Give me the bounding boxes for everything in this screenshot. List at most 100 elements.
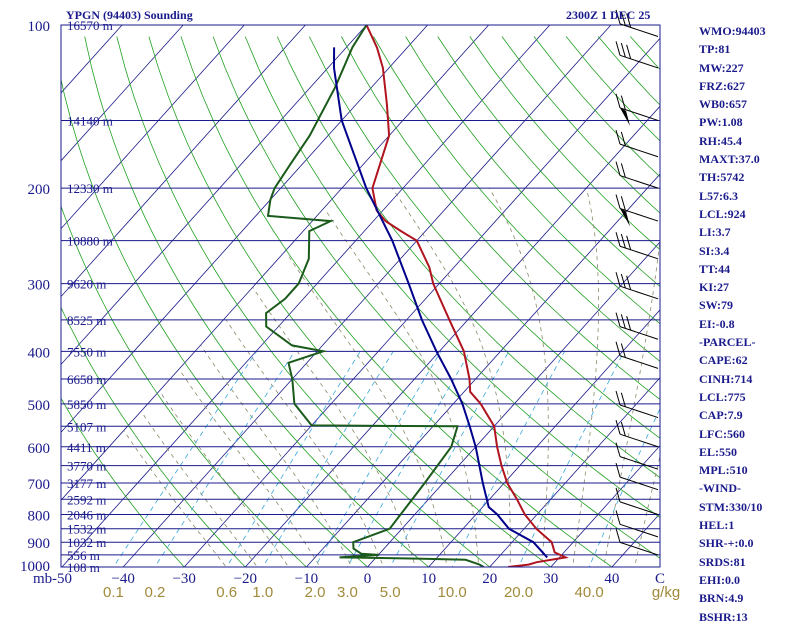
temperature-line (367, 25, 566, 567)
pressure-label: 500 (28, 398, 51, 414)
mixing-ratio-label: 20.0 (504, 584, 533, 600)
isotherm-line (184, 25, 672, 567)
index-item: EL:550 (699, 443, 799, 461)
isotherm-line (62, 25, 550, 567)
index-item: -WIND- (699, 479, 799, 497)
mixing-ratio-label: 0.6 (216, 584, 237, 600)
pressure-label: 100 (28, 19, 51, 35)
index-item: TH:5742 (699, 168, 799, 186)
dry-adiabat-line (149, 37, 567, 579)
mixing-ratio-line (341, 351, 470, 578)
mixing-ratio-label: 0.1 (103, 584, 124, 600)
height-label: 2046 m (67, 507, 106, 522)
barb-feather (616, 94, 620, 108)
mixing-ratio-label: 5.0 (380, 584, 401, 600)
index-item: EHI:0.0 (699, 571, 799, 589)
barb-feather (616, 342, 620, 356)
height-label: 4411 m (67, 440, 106, 455)
index-item: CAPE:62 (699, 351, 799, 369)
barb-feather (616, 510, 620, 524)
mixing-ratio-label: 10.0 (438, 584, 467, 600)
index-item: LI:3.7 (699, 223, 799, 241)
index-item: FRZ:627 (699, 77, 799, 95)
index-item: PW:1.08 (699, 113, 799, 131)
index-item: STM:330/10 (699, 498, 799, 516)
height-label: 10880 m (67, 234, 113, 249)
index-item: MPL:510 (699, 461, 799, 479)
barb-feather (621, 43, 625, 57)
index-item: LFC:560 (699, 425, 799, 443)
mixing-ratio-label: 40.0 (575, 584, 604, 600)
barb-feather (627, 236, 631, 250)
barb-feather (616, 528, 620, 542)
height-label: 6658 m (67, 372, 106, 387)
isotherm-line (123, 25, 611, 567)
barb-feather (621, 344, 625, 358)
barb-staff (620, 502, 658, 515)
wind-barb (616, 232, 658, 259)
pressure-label: 800 (28, 508, 51, 524)
temperature-tick-label: 10 (421, 571, 436, 587)
pressure-label: 300 (28, 278, 51, 294)
barb-staff (620, 286, 658, 299)
pressure-unit-label: mb (33, 571, 52, 587)
barb-staff (620, 144, 658, 157)
temperature-tick-label: 30 (543, 571, 558, 587)
mixing-ratio-line (309, 351, 441, 578)
index-item: CAP:7.9 (699, 406, 799, 424)
barb-feather (627, 276, 631, 290)
pressure-label: 200 (28, 182, 51, 198)
barb-staff (620, 524, 658, 537)
height-label: 5107 m (67, 419, 106, 434)
barb-staff (620, 176, 658, 189)
mixing-ratio-line (513, 351, 624, 578)
index-item: TP:81 (699, 40, 799, 58)
mixing-ratio-line (384, 351, 509, 578)
mixing-ratio-label: 2.0 (305, 584, 326, 600)
index-item: RH:45.4 (699, 132, 799, 150)
mixing-ratio-label: 0.2 (145, 584, 166, 600)
barb-feather (616, 194, 620, 208)
moist-adiabat-line (489, 188, 548, 578)
dry-adiabat-line (117, 37, 505, 579)
barb-staff (620, 434, 658, 447)
temperature-tick-label: 0 (364, 571, 372, 587)
barb-feather (616, 443, 620, 457)
temperature-tick-label: 20 (482, 571, 497, 587)
wind-barb (616, 130, 658, 157)
mixing-ratio-line (220, 351, 361, 578)
index-item: WB0:657 (699, 95, 799, 113)
index-item: KI:27 (699, 278, 799, 296)
barb-staff (620, 356, 658, 369)
index-item: HEL:1 (699, 516, 799, 534)
barb-staff (620, 246, 658, 259)
index-item: TT:44 (699, 260, 799, 278)
barb-feather (627, 316, 631, 330)
dry-adiabat-line (245, 37, 752, 579)
barb-feather (621, 422, 625, 436)
mixing-ratio-unit: g/kg (652, 584, 680, 600)
index-item: SHR-+:0.0 (699, 534, 799, 552)
index-item: LCL:775 (699, 388, 799, 406)
mixing-ratio-line (106, 351, 257, 578)
pressure-label: 600 (28, 441, 51, 457)
chart-title: YPGN (94403) Sounding (66, 8, 193, 23)
barb-feather (627, 45, 631, 59)
height-label: 5850 m (67, 397, 106, 412)
height-label: 3770 m (67, 459, 106, 474)
barb-feather (621, 393, 625, 407)
index-item: EI:-0.8 (699, 315, 799, 333)
index-item: SRDS:81 (699, 553, 799, 571)
height-label: 3177 m (67, 476, 106, 491)
pressure-label: 700 (28, 477, 51, 493)
index-item: LCL:924 (699, 205, 799, 223)
barb-feather (616, 272, 620, 286)
wind-barb (616, 420, 658, 447)
wind-barb (616, 94, 658, 126)
index-item: SI:3.4 (699, 242, 799, 260)
dry-adiabat-line (0, 37, 257, 579)
pressure-label: 400 (28, 345, 51, 361)
wind-barb (616, 162, 658, 189)
index-item: L57:6.3 (699, 187, 799, 205)
barb-feather (616, 41, 620, 55)
